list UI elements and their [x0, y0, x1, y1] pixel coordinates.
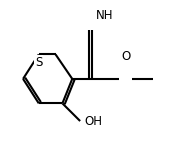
Text: NH: NH	[96, 9, 114, 22]
Text: S: S	[35, 56, 42, 69]
Text: OH: OH	[84, 114, 102, 128]
Text: O: O	[122, 50, 131, 63]
